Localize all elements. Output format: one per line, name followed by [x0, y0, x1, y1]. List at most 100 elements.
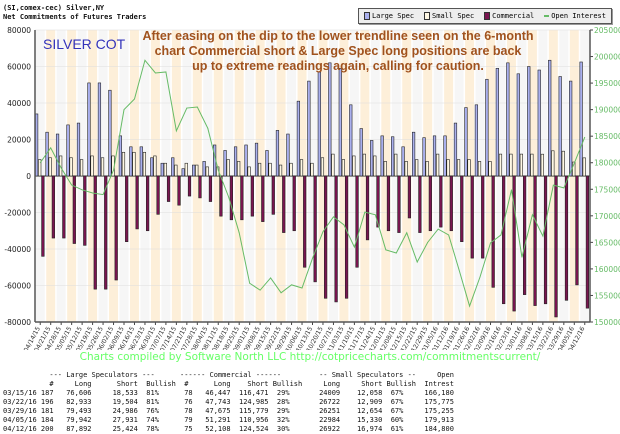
commercial-bar — [261, 175, 265, 222]
legend-swatch — [544, 15, 550, 17]
open-interest-point — [416, 261, 418, 263]
commercial-bar — [491, 175, 495, 288]
y2-tick-label: 175000 — [594, 185, 620, 194]
commercial-bar — [365, 175, 370, 241]
legend-item-large-spec: Large Spec — [363, 12, 415, 20]
y2-tick-label: 170000 — [594, 212, 620, 221]
commercial-bar — [460, 175, 464, 242]
large-spec-bar — [432, 135, 437, 177]
large-spec-bar — [76, 122, 81, 177]
commercial-bar — [135, 175, 139, 230]
commercial-bar — [407, 175, 412, 219]
large-spec-bar — [474, 104, 479, 177]
commercial-bar — [324, 175, 328, 299]
large-spec-bar — [171, 157, 175, 177]
small-spec-bar — [467, 159, 471, 177]
open-interest-point — [291, 284, 292, 286]
annotations: SILVER COT After easing on the dip to th… — [43, 29, 534, 73]
commercial-bar — [428, 175, 432, 232]
commercial-bar — [303, 175, 307, 268]
legend-swatch — [424, 12, 431, 20]
open-interest-point — [353, 246, 355, 248]
commercial-bar — [522, 175, 527, 295]
large-spec-bar — [537, 69, 541, 177]
y2-tick-label: 150000 — [594, 318, 620, 327]
table-column-header: # Long Short Bullish # Long Short Bullis… — [3, 380, 454, 388]
commercial-bar — [344, 175, 349, 299]
y-tick-label: -60000 — [4, 282, 31, 291]
small-spec-bar — [362, 153, 366, 177]
open-interest-point — [175, 130, 177, 132]
small-spec-bar — [404, 161, 408, 177]
open-interest-point — [123, 109, 125, 111]
small-spec-bar — [153, 155, 157, 177]
small-spec-bar — [456, 159, 461, 177]
open-interest-point — [102, 194, 104, 195]
large-spec-bar — [286, 133, 290, 177]
commercial-bar — [93, 175, 97, 290]
open-interest-point — [301, 287, 303, 289]
open-interest-point — [532, 214, 533, 216]
small-spec-bar — [488, 161, 492, 177]
y-tick-label: -80000 — [4, 318, 31, 327]
silver-cot-badge: SILVER COT — [43, 36, 126, 52]
table-row: 03/29/16 181 79,493 24,986 76% 78 47,675… — [3, 407, 454, 415]
credit-line: Charts compiled by Software North LLC ht… — [79, 351, 541, 363]
cot-data-table: --- Large Speculators --- ------ Commerc… — [3, 371, 454, 434]
small-spec-bar — [310, 162, 314, 177]
small-spec-bar — [446, 159, 450, 177]
small-spec-bar — [572, 161, 576, 177]
small-spec-bar — [163, 162, 167, 177]
small-spec-bar — [174, 164, 178, 177]
y-tick-label: 20000 — [7, 136, 31, 145]
annotation-line: After easing on the dip to the lower tre… — [143, 29, 534, 43]
large-spec-bar — [453, 122, 458, 177]
small-spec-bar — [341, 159, 345, 177]
large-spec-bar — [265, 150, 269, 177]
large-spec-bar — [548, 59, 552, 177]
large-spec-bar — [422, 137, 426, 177]
large-spec-bar — [233, 146, 238, 177]
legend-label: Large Spec — [371, 12, 415, 20]
large-spec-bar — [244, 144, 248, 177]
large-spec-bar — [150, 157, 154, 177]
open-interest-point — [249, 282, 251, 284]
legend-item-open-interest: Open Interest — [544, 12, 606, 20]
chart-symbol-title: (SI,comex-cec) Silver,NY — [3, 4, 105, 12]
y2-tick-label: 190000 — [594, 106, 620, 115]
y2-tick-label: 200000 — [594, 53, 620, 62]
small-spec-bar — [184, 162, 188, 177]
open-interest-point — [437, 228, 439, 230]
legend-label: Small Spec — [432, 12, 475, 20]
small-spec-bar — [142, 151, 147, 177]
open-interest-point — [144, 59, 146, 61]
y2-tick-label: 195000 — [594, 79, 620, 88]
large-spec-bar — [254, 142, 259, 177]
open-interest-point — [448, 234, 450, 236]
large-spec-bar — [66, 124, 70, 177]
commercial-bar — [41, 175, 45, 257]
large-spec-bar — [495, 68, 499, 177]
open-interest-point — [322, 231, 324, 233]
y-tick-label: 80000 — [7, 26, 31, 35]
legend-item-commercial: Commercial — [484, 12, 534, 20]
small-spec-bar — [373, 155, 377, 177]
commercial-bar — [282, 175, 286, 233]
open-interest-point — [50, 147, 52, 149]
legend-label: Open Interest — [551, 12, 606, 20]
large-spec-bar — [380, 135, 384, 177]
large-spec-bar — [97, 82, 102, 177]
commercial-bar — [470, 175, 474, 259]
commercial-bar — [229, 175, 233, 221]
small-spec-bar — [509, 153, 513, 177]
open-interest-point — [584, 136, 586, 138]
open-interest-point — [312, 257, 313, 259]
commercial-bar — [554, 175, 558, 318]
small-spec-bar — [100, 157, 105, 177]
large-spec-bar — [506, 62, 510, 177]
commercial-bar — [533, 175, 537, 306]
small-spec-bar — [48, 157, 52, 177]
large-spec-bar — [558, 76, 562, 177]
small-spec-bar — [425, 161, 429, 177]
small-spec-bar — [79, 159, 84, 177]
